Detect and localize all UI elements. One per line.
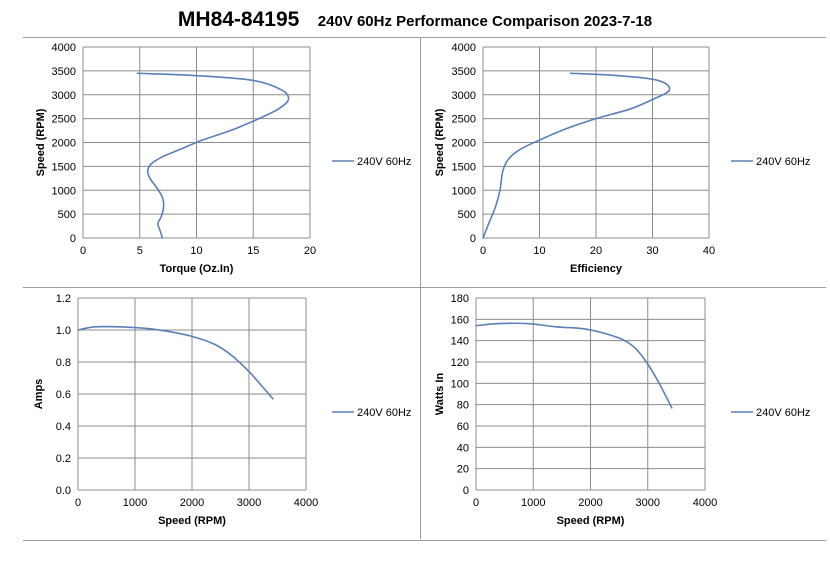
y-tick-label: 500 bbox=[58, 209, 76, 221]
y-axis-title: Watts In bbox=[434, 373, 446, 416]
y-tick-label: 100 bbox=[451, 378, 469, 390]
legend-label: 240V 60Hz bbox=[357, 407, 411, 419]
y-tick-label: 2000 bbox=[52, 138, 76, 150]
y-tick-label: 2000 bbox=[452, 138, 476, 150]
panel-divider-vertical bbox=[420, 37, 421, 539]
x-tick-label: 0 bbox=[80, 245, 86, 257]
x-tick-label: 2000 bbox=[180, 497, 204, 509]
y-tick-label: 180 bbox=[451, 293, 469, 305]
y-tick-label: 0.2 bbox=[56, 453, 71, 465]
x-tick-label: 10 bbox=[533, 245, 545, 257]
x-axis-title: Efficiency bbox=[570, 263, 623, 275]
y-tick-label: 3000 bbox=[52, 90, 76, 102]
y-tick-label: 4000 bbox=[452, 42, 476, 54]
y-tick-label: 0.0 bbox=[56, 485, 71, 497]
page-title: MH84-84195 bbox=[177, 8, 300, 31]
series-line bbox=[475, 322, 673, 409]
y-tick-label: 1.0 bbox=[56, 325, 71, 337]
x-tick-label: 3000 bbox=[636, 497, 660, 509]
y-tick-label: 20 bbox=[457, 464, 469, 476]
y-tick-label: 0 bbox=[470, 233, 476, 245]
y-tick-label: 1.2 bbox=[56, 293, 71, 305]
x-tick-label: 10 bbox=[190, 245, 202, 257]
page-subtitle: 240V 60Hz Performance Comparison 2023-7-… bbox=[317, 13, 653, 30]
y-tick-label: 3500 bbox=[452, 66, 476, 78]
legend-label: 240V 60Hz bbox=[756, 407, 810, 419]
x-tick-label: 3000 bbox=[237, 497, 261, 509]
y-tick-label: 60 bbox=[457, 421, 469, 433]
y-tick-label: 0.6 bbox=[56, 389, 71, 401]
x-tick-label: 15 bbox=[247, 245, 259, 257]
x-tick-label: 0 bbox=[75, 497, 81, 509]
x-axis-title: Speed (RPM) bbox=[158, 515, 226, 527]
y-tick-label: 3500 bbox=[52, 66, 76, 78]
x-tick-label: 0 bbox=[480, 245, 486, 257]
y-tick-label: 0 bbox=[70, 233, 76, 245]
y-tick-label: 2500 bbox=[452, 114, 476, 126]
y-tick-label: 0 bbox=[463, 485, 469, 497]
y-tick-label: 0.4 bbox=[56, 421, 71, 433]
y-axis-title: Speed (RPM) bbox=[434, 108, 446, 176]
x-tick-label: 20 bbox=[304, 245, 316, 257]
y-tick-label: 140 bbox=[451, 336, 469, 348]
x-tick-label: 40 bbox=[703, 245, 715, 257]
y-tick-label: 500 bbox=[458, 209, 476, 221]
x-tick-label: 2000 bbox=[578, 497, 602, 509]
y-tick-label: 120 bbox=[451, 357, 469, 369]
y-tick-label: 1500 bbox=[52, 161, 76, 173]
chart-grid-frame bbox=[23, 37, 826, 541]
x-tick-label: 0 bbox=[473, 497, 479, 509]
y-tick-label: 1000 bbox=[52, 185, 76, 197]
x-tick-label: 4000 bbox=[693, 497, 717, 509]
x-axis-title: Torque (Oz.In) bbox=[160, 263, 234, 275]
y-axis-title: Speed (RPM) bbox=[35, 108, 47, 176]
chart-1: 0 5 10 15 20 0 500 1000 1500 2000 2500 3000 3500 4000… bbox=[35, 42, 411, 275]
x-tick-label: 30 bbox=[646, 245, 658, 257]
y-tick-label: 3000 bbox=[452, 90, 476, 102]
y-tick-label: 40 bbox=[457, 442, 469, 454]
legend-label: 240V 60Hz bbox=[756, 156, 810, 168]
chart-2: 0 10 20 30 40 0 500 1000 1500 2000 2500 3000 3500 400… bbox=[434, 42, 810, 275]
legend-label: 240V 60Hz bbox=[357, 156, 411, 168]
y-axis-title: Amps bbox=[33, 379, 45, 410]
x-tick-label: 1000 bbox=[123, 497, 147, 509]
series-line bbox=[482, 72, 671, 239]
panel-divider-horizontal bbox=[23, 287, 826, 288]
chart-4: 0 1000 2000 3000 4000 0 20 40 60 80 100 120 140 160 18… bbox=[434, 293, 810, 527]
y-tick-label: 1000 bbox=[452, 185, 476, 197]
series-line bbox=[136, 72, 290, 239]
y-tick-label: 0.8 bbox=[56, 357, 71, 369]
x-tick-label: 1000 bbox=[521, 497, 545, 509]
y-tick-label: 1500 bbox=[452, 161, 476, 173]
series-line bbox=[77, 325, 274, 400]
x-axis-title: Speed (RPM) bbox=[557, 515, 625, 527]
y-tick-label: 4000 bbox=[52, 42, 76, 54]
y-tick-label: 160 bbox=[451, 314, 469, 326]
x-tick-label: 5 bbox=[137, 245, 143, 257]
chart-title-row: MH84-84195 240V 60Hz Performance Compari… bbox=[0, 8, 830, 38]
y-tick-label: 2500 bbox=[52, 114, 76, 126]
x-tick-label: 4000 bbox=[294, 497, 318, 509]
chart-3: 0 1000 2000 3000 4000 0.0 0.2 0.4 0.6 0.8 1.0 1.2 Sp… bbox=[33, 293, 411, 527]
x-tick-label: 20 bbox=[590, 245, 602, 257]
y-tick-label: 80 bbox=[457, 400, 469, 412]
